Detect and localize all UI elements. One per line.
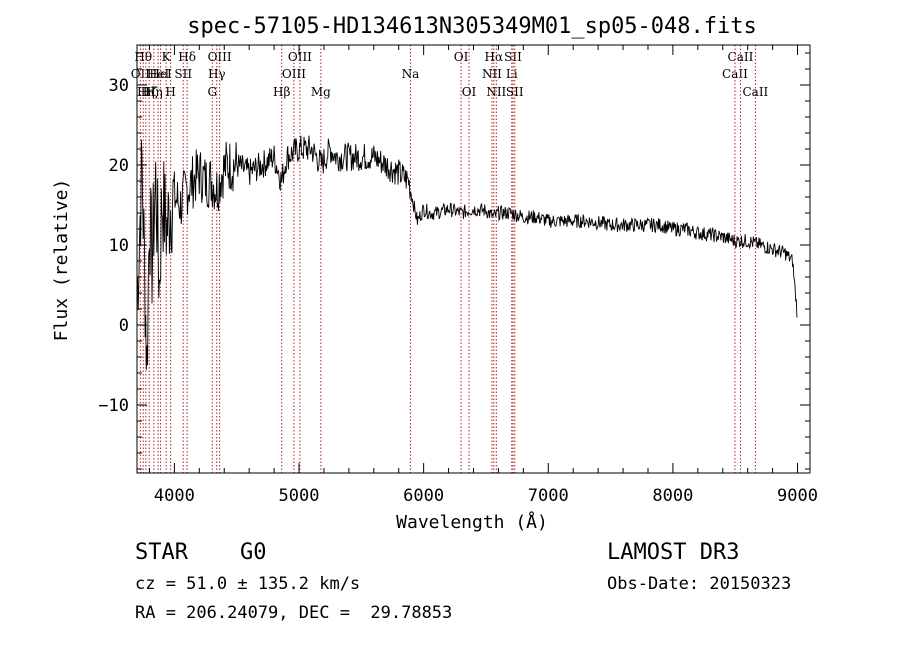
line-marker-label: H <box>165 85 175 99</box>
spectrum-line <box>136 135 798 370</box>
x-tick-label: 9000 <box>777 486 818 506</box>
line-marker-label: Hη <box>137 85 155 99</box>
survey-label: LAMOST DR3 <box>607 540 740 565</box>
line-marker-label: OIII <box>282 67 306 81</box>
line-marker-label: OIII <box>208 50 232 64</box>
line-marker-label: Hδ <box>178 50 196 64</box>
line-marker-label: OIII <box>288 50 312 64</box>
line-marker-label: HeI <box>147 67 170 81</box>
line-marker-label: Li <box>506 67 518 81</box>
line-marker-label: HeI <box>149 67 172 81</box>
x-tick-label: 8000 <box>652 486 693 506</box>
coordinates-text: RA = 206.24079, DEC = 29.78853 <box>135 603 453 623</box>
spectrum-series <box>136 135 798 370</box>
x-axis-label: Wavelength (Å) <box>396 511 548 533</box>
y-tick-label: −10 <box>98 396 129 416</box>
line-marker-label: NII <box>482 67 502 81</box>
line-marker-label: K <box>162 50 172 64</box>
axis-ticks: 4000 5000 6000 7000 8000 9000 −10 0 10 20 30 <box>98 45 818 506</box>
line-marker-label: NII <box>486 85 506 99</box>
chart-title: spec-57105-HD134613N305349M01_sp05-048.f… <box>187 14 757 39</box>
line-marker-label: SII <box>174 67 192 81</box>
line-marker-label: G <box>207 85 217 99</box>
line-marker-label: Hη <box>145 85 163 99</box>
y-tick-label: 0 <box>119 316 129 336</box>
line-marker-label: CaII <box>728 50 754 64</box>
line-marker-label: Hα <box>485 50 504 64</box>
x-tick-label: 7000 <box>528 486 569 506</box>
redshift-text: cz = 51.0 ± 135.2 km/s <box>135 574 361 594</box>
line-marker-label: Hβ <box>273 85 290 99</box>
line-marker-label: OI <box>454 50 469 64</box>
x-tick-label: 6000 <box>403 486 444 506</box>
subclass-label: G0 <box>240 540 267 565</box>
y-axis-label: Flux (relative) <box>51 179 72 342</box>
line-marker-label: SII <box>504 50 522 64</box>
line-marker-label: SII <box>506 85 524 99</box>
class-label: STAR <box>135 540 188 565</box>
obs-date-text: Obs-Date: 20150323 <box>607 574 792 594</box>
y-tick-label: 20 <box>109 156 129 176</box>
x-tick-label: 4000 <box>154 486 195 506</box>
y-tick-label: 10 <box>109 236 129 256</box>
line-marker-label: Mg <box>311 85 331 99</box>
line-marker-label: CaII <box>742 85 768 99</box>
plot-frame <box>136 44 811 474</box>
line-marker-label: OI <box>462 85 477 99</box>
line-markers: OIIHθHηHζHηHeIHeIKHSIIHδGHγOIIIHβOIIIOII… <box>131 45 769 473</box>
y-tick-label: 30 <box>109 76 129 96</box>
line-marker-label: CaII <box>722 67 748 81</box>
line-marker-label: Na <box>402 67 420 81</box>
x-tick-label: 5000 <box>279 486 320 506</box>
line-marker-label: Hγ <box>208 67 226 81</box>
